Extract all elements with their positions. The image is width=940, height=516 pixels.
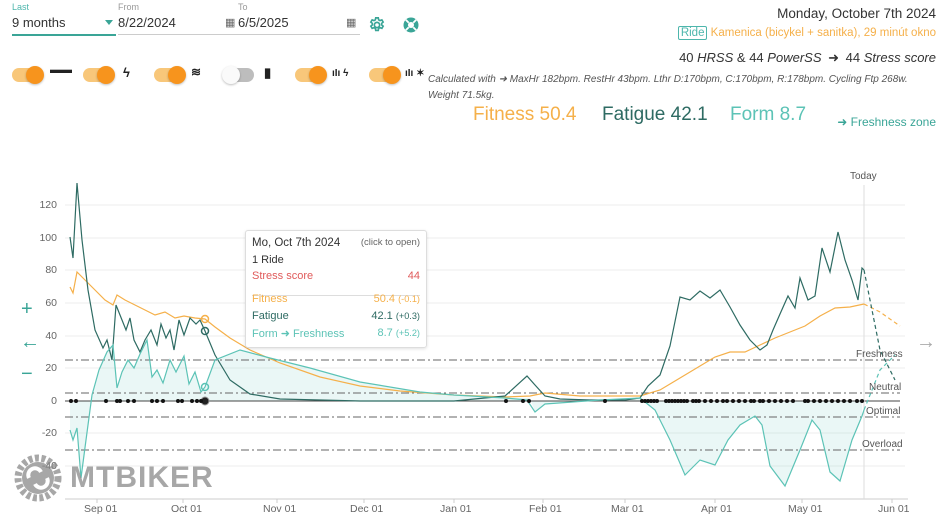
x-tick: Dec 01: [350, 503, 384, 515]
toggle-battery[interactable]: [222, 66, 254, 84]
y-tick-neg20: -20: [41, 427, 57, 439]
fatigue-marker: [200, 326, 210, 336]
toggle-hr-power[interactable]: [295, 66, 327, 84]
swimmer-icon: ≋: [191, 65, 202, 79]
arrow-right-icon: ➜: [828, 50, 840, 65]
form-line: [69, 337, 865, 488]
back-arrow-button[interactable]: ←: [20, 331, 40, 353]
x-tick: Feb 01: [529, 503, 562, 515]
to-date-value: 6/5/2025: [238, 15, 289, 30]
fatigue-line: [69, 182, 865, 402]
form-area: [70, 340, 862, 486]
chevron-down-icon: [105, 20, 113, 25]
y-tick-0: 0: [51, 395, 57, 407]
y-tick-100: 100: [39, 232, 57, 244]
last-period-value: 9 months: [12, 15, 66, 30]
x-tick: Jun 01: [878, 503, 910, 515]
y-tick-120: 120: [39, 199, 57, 211]
calculation-note: Calculated with ➜ MaxHr 182bpm. RestHr 4…: [428, 74, 908, 101]
activity-line[interactable]: Ride Kamenica (bicykel + sanitka), 29 mi…: [677, 26, 936, 40]
activity-badge[interactable]: Ride: [677, 26, 708, 40]
battery-icon: ▮: [264, 65, 272, 80]
calendar-icon[interactable]: ▦: [346, 17, 357, 29]
watermark-text: MTBIKER: [70, 461, 214, 494]
gridlines: [65, 204, 905, 467]
stress-line: 40 HRSS & 44 PowerSS ➜ 44 Stress score: [679, 50, 936, 65]
pulse-runner-icon: ıIı ✶: [405, 68, 425, 79]
fatigue-value: Fatigue 42.1: [602, 104, 708, 125]
x-tick: Nov 01: [263, 503, 297, 515]
selected-date: Monday, October 7th 2024: [777, 6, 936, 21]
from-date-field[interactable]: From 8/22/2024 ▦: [118, 0, 358, 36]
x-tick: Mar 01: [611, 503, 644, 515]
lightning-icon: ϟ: [123, 65, 130, 80]
calendar-icon[interactable]: ▦: [225, 17, 236, 29]
last-period-label: Last: [12, 2, 30, 12]
fitness-marker: [200, 314, 210, 324]
gear-icon: [369, 17, 385, 32]
x-tick: May 01: [788, 503, 823, 515]
zone-label-neutral: Neutral: [869, 382, 902, 393]
zone-label-optimal: Optimal: [866, 406, 901, 417]
tooltip-activities: 1 Ride: [252, 254, 284, 266]
y-tick-60: 60: [45, 297, 57, 309]
activity-name[interactable]: Kamenica (bicykel + sanitka), 29 minút o…: [710, 27, 936, 39]
toggle-swimming[interactable]: [154, 66, 186, 84]
x-tick: Oct 01: [171, 503, 202, 515]
from-date-label: From: [118, 2, 139, 12]
freshness-zone-link[interactable]: ➜ Freshness zone: [837, 115, 936, 129]
x-tick: Jan 01: [440, 503, 472, 515]
toggle-hr-run[interactable]: [369, 66, 401, 84]
last-period-select[interactable]: Last 9 months: [12, 0, 116, 36]
lifebuoy-icon: [403, 17, 419, 33]
forward-arrow-button[interactable]: →: [916, 331, 936, 353]
form-marker: [200, 382, 210, 392]
activity-dots: [69, 399, 864, 403]
fitness-value: Fitness 50.4: [473, 104, 577, 125]
y-tick-40: 40: [45, 330, 57, 342]
zone-lines: [65, 359, 900, 451]
toggle-threshold-lines[interactable]: [12, 66, 44, 84]
zoom-out-button[interactable]: −: [21, 363, 33, 385]
to-date-field[interactable]: To 6/5/2025 ▦: [238, 0, 360, 36]
zone-label-overload: Overload: [862, 439, 903, 450]
toggle-power[interactable]: [83, 66, 115, 84]
form-value: Form 8.7: [730, 104, 807, 125]
help-button[interactable]: [402, 16, 420, 39]
cog-logo-icon: [14, 454, 62, 502]
tooltip-date: Mo, Oct 7th 2024: [252, 237, 341, 249]
y-tick-20: 20: [45, 362, 57, 374]
today-label: Today: [850, 171, 877, 182]
zone-label-freshness: Freshness: [856, 349, 903, 360]
from-date-value: 8/22/2024: [118, 15, 176, 30]
fitness-line: [69, 270, 865, 398]
watermark-logo: MTBIKER: [12, 452, 214, 504]
y-tick-80: 80: [45, 264, 57, 276]
x-tick: Apr 01: [701, 503, 732, 515]
day-tooltip[interactable]: Mo, Oct 7th 2024 (click to open) 1 Ride …: [245, 230, 427, 348]
dashed-lines-icon: ▬▬: [50, 64, 72, 76]
x-tick: Sep 01: [84, 503, 118, 515]
tooltip-hint: (click to open): [360, 237, 420, 248]
to-date-label: To: [238, 2, 248, 12]
zoom-in-button[interactable]: +: [21, 298, 33, 320]
settings-button[interactable]: [368, 16, 386, 39]
pulse-lightning-icon: ıIı ϟ: [332, 68, 349, 79]
